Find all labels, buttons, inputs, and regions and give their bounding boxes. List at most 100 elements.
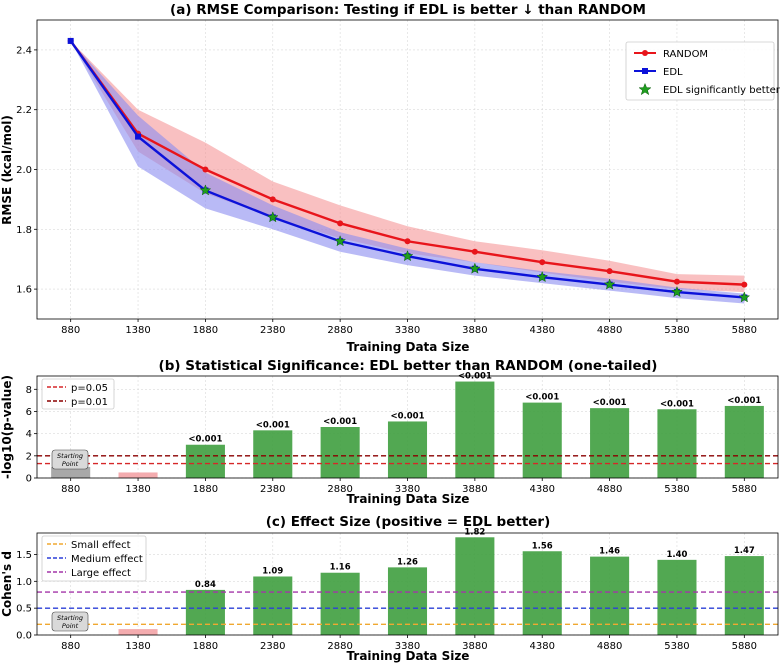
c-xtick-label: 2380 <box>260 641 285 652</box>
effect-size-plot-frame <box>36 532 779 636</box>
significant-star-icon <box>266 211 279 223</box>
b-xtick-label: 1880 <box>193 484 218 495</box>
significant-star-icon <box>334 235 347 247</box>
c-xtick-label: 5880 <box>732 641 757 652</box>
rmse-xtick-label: 1880 <box>193 325 218 336</box>
effect-start-line1: Starting <box>57 614 83 622</box>
rmse-legend: RANDOM EDL EDL significantly better <box>625 41 780 101</box>
significant-star-icon <box>468 262 481 274</box>
rmse-xtick-label: 2380 <box>260 325 285 336</box>
b-xtick-label: 3380 <box>395 484 420 495</box>
rmse-point-random <box>202 166 209 173</box>
rmse-ytick-label: 2.2 <box>16 105 32 116</box>
significant-star-icon <box>603 278 616 290</box>
rmse-xtick-label: 5380 <box>664 325 689 336</box>
significant-star-icon <box>738 291 751 303</box>
rmse-xtick-label: 2880 <box>327 325 352 336</box>
legend-significant: EDL significantly better <box>663 85 780 96</box>
significance-legend: p=0.05 p=0.01 <box>41 378 115 410</box>
b-ytick-label: 8 <box>26 385 32 396</box>
significant-star-icon <box>401 249 414 262</box>
c-xtick-label: 3380 <box>395 641 420 652</box>
c-bar-2380 <box>253 576 293 635</box>
significance-start-line1: Starting <box>57 452 83 460</box>
significance-start-line2: Point <box>62 460 79 468</box>
b-xtick-label: 3880 <box>462 484 487 495</box>
c-bar-label: 1.40 <box>666 550 687 560</box>
effect-legend: Small effect Medium effect Large effect <box>41 535 147 582</box>
c-bar-4380 <box>522 551 562 635</box>
rmse-point-random <box>606 268 613 275</box>
rmse-point-edl <box>135 133 142 140</box>
c-bar-3880 <box>455 537 495 635</box>
legend-star-icon <box>638 82 652 96</box>
b-xtick-label: 5880 <box>732 484 757 495</box>
c-xtick-label: 2880 <box>327 641 352 652</box>
rmse-ytick-label: 2.0 <box>16 165 32 176</box>
b-xtick-label: 880 <box>61 484 80 495</box>
b-bar-label: <0.001 <box>188 435 222 445</box>
rmse-point-random <box>269 196 276 203</box>
b-bar-3880 <box>455 381 495 478</box>
c-bar-label: 1.56 <box>532 541 553 551</box>
legend-random: RANDOM <box>663 49 708 60</box>
significant-star-icon <box>671 285 683 298</box>
rmse-panel: (a) RMSE Comparison: Testing if EDL is b… <box>0 2 780 354</box>
significant-star-icon <box>536 270 549 283</box>
c-bar-2880 <box>320 572 360 635</box>
effect-size-panel: (c) Effect Size (positive = EDL better) … <box>0 514 779 663</box>
rmse-y-axis-label: RMSE (kcal/mol) <box>0 115 14 225</box>
c-ytick-label: 0.5 <box>16 604 32 615</box>
significance-y-axis-label: -log10(p-value) <box>0 375 14 479</box>
b-bar-5380 <box>657 409 697 478</box>
significance-start-annotation: Starting Point <box>51 449 89 470</box>
b-bar-4380 <box>522 402 562 478</box>
rmse-point-random <box>741 281 748 288</box>
b-xtick-label: 4380 <box>530 484 555 495</box>
b-ytick-label: 4 <box>26 429 32 440</box>
c-xtick-label: 4880 <box>597 641 622 652</box>
b-bar-3380 <box>387 421 428 478</box>
rmse-xtick-label: 3380 <box>395 325 420 336</box>
rmse-x-axis-label: Training Data Size <box>347 340 470 354</box>
significance-x-axis-label: Training Data Size <box>347 492 470 506</box>
legend-edl: EDL <box>663 67 683 78</box>
b-bar-label: <0.001 <box>727 396 761 406</box>
rmse-point-random <box>471 248 478 255</box>
b-bar-1380 <box>118 472 158 478</box>
c-xtick-label: 880 <box>61 641 80 652</box>
rmse-ytick-label: 1.6 <box>16 285 32 296</box>
c-xtick-label: 1880 <box>193 641 218 652</box>
b-xtick-label: 2380 <box>260 484 285 495</box>
rmse-ytick-label: 1.8 <box>16 225 32 236</box>
c-bar-4880 <box>590 556 630 635</box>
b-bar-5880 <box>724 405 764 478</box>
c-bar-1880 <box>185 589 225 635</box>
b-bar-label: <0.001 <box>390 411 424 421</box>
significance-plot-frame <box>36 375 779 479</box>
c-bar-label: 1.46 <box>599 547 620 557</box>
rmse-xtick-label: 4880 <box>597 325 622 336</box>
significant-star-icon <box>199 184 212 196</box>
rmse-xtick-label: 4380 <box>530 325 555 336</box>
c-bar-label: 1.09 <box>262 566 283 576</box>
b-bar-2880 <box>320 427 360 478</box>
c-bar-label: 1.47 <box>734 546 755 556</box>
effect-size-y-axis-label: Cohen's d <box>0 551 14 617</box>
b-ytick-label: 2 <box>26 451 32 462</box>
b-bar-label: <0.001 <box>593 398 627 408</box>
b-bar-label: <0.001 <box>660 399 694 409</box>
b-bar-label: <0.001 <box>323 417 357 427</box>
b-xtick-label: 2880 <box>327 484 352 495</box>
c-ytick-label: 1.0 <box>16 577 32 588</box>
rmse-point-random <box>337 220 344 227</box>
c-xtick-label: 4380 <box>530 641 555 652</box>
b-bar-2380 <box>253 430 293 478</box>
c-bar-label: 1.26 <box>397 557 418 567</box>
b-bar-label: <0.001 <box>256 420 290 430</box>
b-bar-1880 <box>185 444 225 478</box>
c-bar-5880 <box>724 556 764 635</box>
rmse-xtick-label: 3880 <box>462 325 487 336</box>
rmse-xtick-label: 1380 <box>125 325 150 336</box>
